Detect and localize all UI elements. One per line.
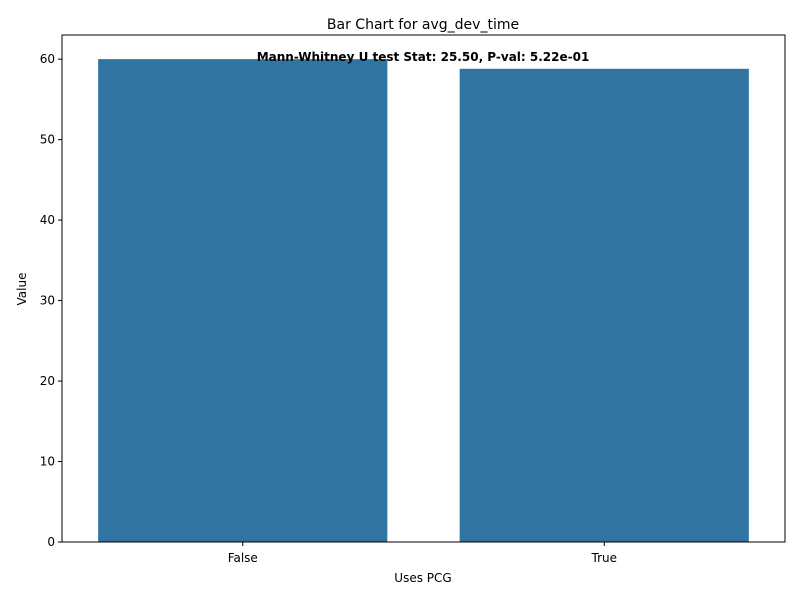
x-tick-label: True	[591, 551, 618, 565]
stat-annotation: Mann-Whitney U test Stat: 25.50, P-val: …	[257, 50, 590, 64]
chart-title: Bar Chart for avg_dev_time	[327, 17, 519, 33]
bar-true	[459, 68, 749, 543]
x-axis-label: Uses PCG	[394, 571, 451, 585]
y-tick-label: 0	[47, 535, 55, 549]
y-axis-label: Value	[15, 273, 29, 306]
y-tick-label: 40	[40, 213, 55, 227]
y-tick-label: 30	[40, 294, 55, 308]
bar-false	[98, 59, 388, 543]
y-tick-label: 10	[40, 455, 55, 469]
x-tick-label: False	[228, 551, 258, 565]
y-tick-label: 50	[40, 133, 55, 147]
y-tick-label: 60	[40, 52, 55, 66]
y-tick-label: 20	[40, 374, 55, 388]
y-axis-ticks: 0 10 20 30 40 50 60	[40, 52, 62, 549]
x-axis-ticks: False True	[228, 542, 617, 565]
plot-frame	[61, 34, 786, 543]
bars-layer	[98, 59, 749, 543]
